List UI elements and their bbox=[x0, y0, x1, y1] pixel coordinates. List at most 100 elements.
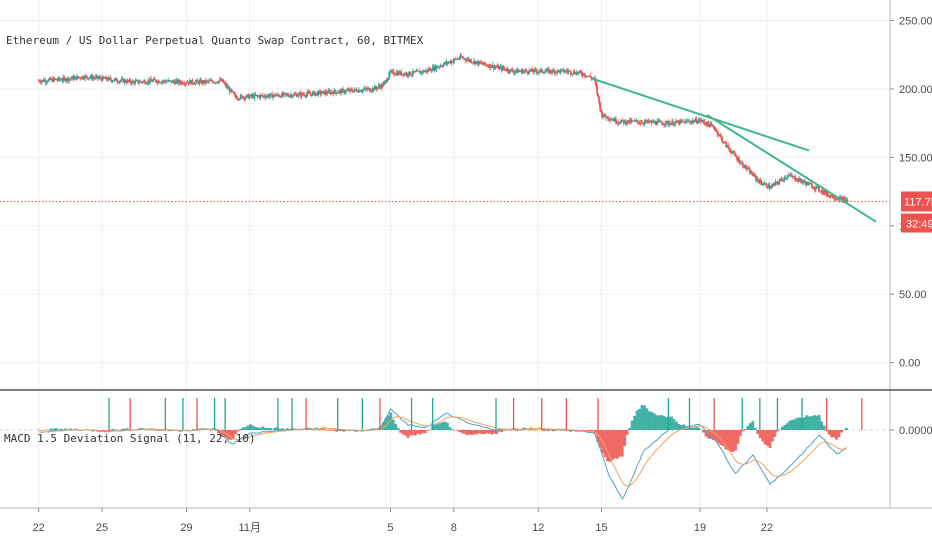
candle-body bbox=[495, 67, 498, 68]
candle-body bbox=[486, 65, 489, 67]
candle-body bbox=[757, 180, 760, 183]
macd-histogram-bar bbox=[768, 430, 772, 448]
candle-body bbox=[633, 120, 636, 122]
candle-body bbox=[815, 186, 818, 188]
candle-body bbox=[76, 76, 79, 80]
candle-body bbox=[549, 70, 552, 72]
candle-body bbox=[72, 76, 75, 80]
macd-histogram-bar bbox=[453, 430, 457, 431]
macd-histogram-bar bbox=[44, 429, 48, 431]
candle-body bbox=[741, 162, 743, 164]
macd-histogram-bar bbox=[414, 430, 417, 436]
candle-body bbox=[377, 85, 380, 88]
candle-body bbox=[297, 93, 300, 96]
macd-histogram-bar bbox=[840, 430, 843, 433]
x-axis-label: 22 bbox=[761, 522, 773, 534]
candle-body bbox=[784, 177, 787, 179]
candle-body bbox=[805, 182, 807, 186]
candle-body bbox=[583, 73, 586, 76]
macd-histogram-bar bbox=[524, 429, 528, 431]
macd-histogram-bar bbox=[219, 430, 223, 437]
candle-body bbox=[201, 80, 204, 84]
candle-body bbox=[505, 70, 508, 72]
macd-histogram-bar bbox=[825, 430, 829, 432]
candle-body bbox=[341, 89, 343, 94]
candle-body bbox=[269, 93, 272, 96]
candle-body bbox=[57, 77, 60, 81]
candle-body bbox=[722, 141, 725, 143]
candle-body bbox=[373, 86, 376, 91]
macd-histogram-bar bbox=[687, 427, 691, 430]
x-axis-label: 22 bbox=[33, 522, 45, 534]
macd-histogram-bar bbox=[647, 411, 651, 430]
candle-body bbox=[436, 66, 439, 68]
candle-body bbox=[209, 80, 211, 82]
candle-body bbox=[756, 178, 759, 181]
candle-body bbox=[143, 80, 145, 82]
candle-body bbox=[56, 79, 59, 81]
candle-body bbox=[421, 70, 424, 73]
candle-body bbox=[786, 176, 789, 178]
candle-body bbox=[265, 96, 268, 98]
candle-body bbox=[405, 73, 407, 75]
candle-body bbox=[470, 59, 473, 63]
candle-body bbox=[674, 122, 676, 125]
candle-body bbox=[444, 62, 447, 64]
candle-body bbox=[799, 178, 801, 182]
candle-body bbox=[482, 63, 484, 65]
candle-body bbox=[54, 79, 57, 80]
candle-body bbox=[53, 78, 56, 80]
candle-body bbox=[612, 119, 614, 121]
candle-body bbox=[552, 69, 555, 71]
candle-body bbox=[278, 95, 280, 97]
candle-body bbox=[396, 72, 399, 76]
macd-histogram-bar bbox=[271, 429, 275, 430]
candle-body bbox=[760, 182, 763, 185]
candle-body bbox=[506, 69, 509, 71]
candle-body bbox=[365, 88, 368, 90]
candle-body bbox=[110, 79, 113, 82]
candle-body bbox=[514, 71, 517, 73]
candle-body bbox=[234, 94, 237, 98]
candle-body bbox=[335, 92, 338, 94]
macd-histogram-bar bbox=[741, 430, 745, 432]
candle-body bbox=[235, 97, 238, 99]
candle-body bbox=[508, 71, 511, 73]
candle-body bbox=[276, 94, 278, 96]
candle-body bbox=[820, 190, 823, 193]
candle-body bbox=[564, 70, 567, 72]
candle-body bbox=[413, 70, 415, 73]
candle-body bbox=[296, 95, 299, 97]
candle-body bbox=[485, 64, 488, 66]
candle-body bbox=[709, 123, 712, 128]
candle-body bbox=[748, 168, 751, 174]
candle-body bbox=[88, 77, 90, 79]
candle-body bbox=[319, 91, 322, 95]
candle-body bbox=[620, 119, 623, 122]
candle-body bbox=[494, 66, 497, 68]
candle-body bbox=[249, 94, 252, 97]
candle-body bbox=[492, 65, 495, 69]
candle-body bbox=[816, 186, 819, 188]
macd-histogram-bar bbox=[497, 430, 501, 432]
candle-body bbox=[282, 93, 284, 96]
candle-body bbox=[168, 80, 171, 82]
macd-histogram-bar bbox=[253, 426, 257, 430]
candle-body bbox=[602, 116, 604, 118]
candle-body bbox=[622, 120, 625, 124]
candle-body bbox=[821, 190, 824, 194]
macd-histogram-bar bbox=[330, 430, 334, 431]
candle-body bbox=[62, 77, 65, 81]
candle-body bbox=[823, 190, 826, 194]
candle-body bbox=[175, 79, 178, 82]
candle-body bbox=[428, 68, 431, 71]
macd-histogram-bar bbox=[724, 430, 728, 450]
candle-body bbox=[695, 118, 698, 123]
x-axis-label: 12 bbox=[532, 522, 544, 534]
macd-histogram-bar bbox=[603, 430, 607, 458]
candle-body bbox=[192, 83, 195, 85]
candle-body bbox=[496, 65, 499, 68]
candle-body bbox=[522, 71, 525, 74]
candle-body bbox=[338, 90, 341, 93]
candle-body bbox=[565, 70, 568, 72]
